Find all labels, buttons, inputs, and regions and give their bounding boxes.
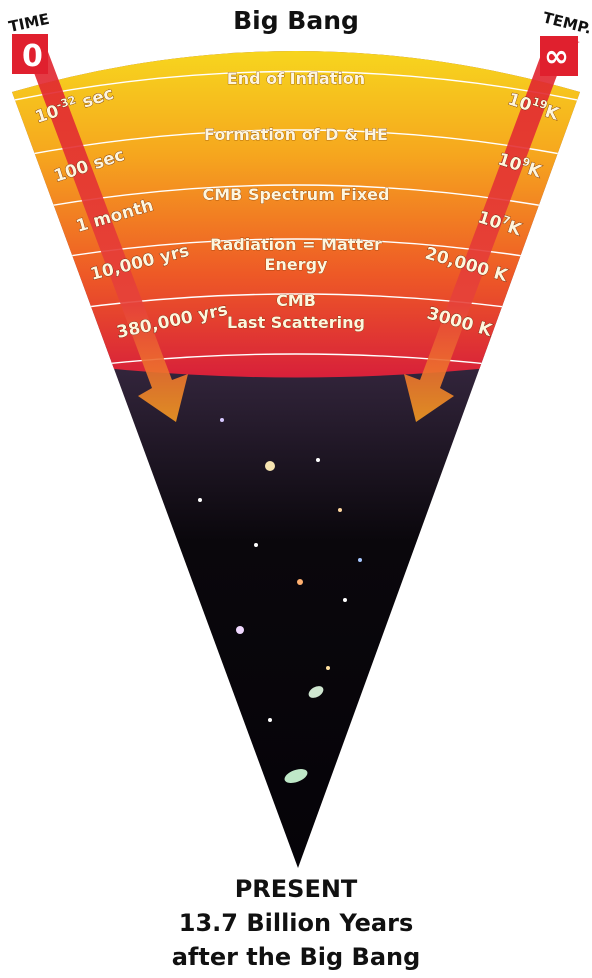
epoch-name-line2: Energy (265, 255, 329, 274)
time-start-value: 0 (22, 39, 43, 74)
epoch-name-line2: Last Scattering (227, 313, 365, 332)
present-caption: after the Big Bang (171, 943, 421, 971)
present-age: 13.7 Billion Years (178, 909, 414, 937)
epoch-name: Radiation = Matter (210, 235, 382, 254)
time-arrow (12, 34, 188, 422)
time-axis-label: TIME (7, 10, 51, 36)
epoch-name: Formation of D & HE (204, 125, 388, 144)
epoch-name: End of Inflation (227, 69, 365, 88)
temperature-arrow (404, 36, 580, 422)
temp-start-value: ∞ (544, 39, 569, 74)
epoch-name: CMB (276, 291, 316, 310)
present-label: PRESENT (234, 875, 358, 903)
epoch-name: CMB Spectrum Fixed (203, 185, 390, 204)
early-universe-band (12, 51, 580, 378)
temp-axis-label: TEMP. (541, 8, 592, 37)
diagram-title: Big Bang (233, 6, 359, 35)
galaxy-field (198, 418, 362, 783)
